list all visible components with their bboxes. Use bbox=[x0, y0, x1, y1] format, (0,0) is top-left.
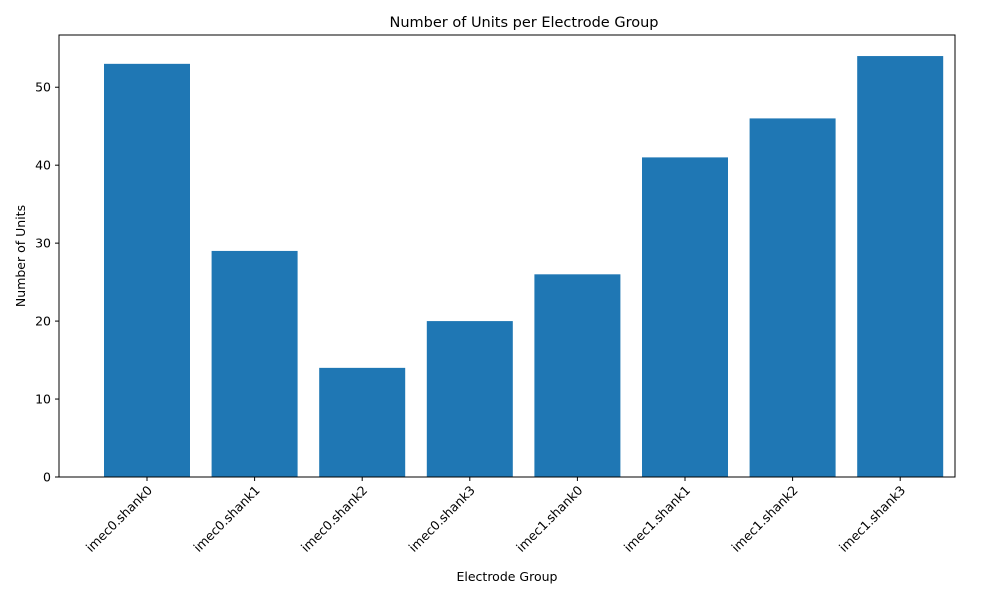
x-tick-label: imec1.shank3 bbox=[836, 483, 908, 555]
bar-imec0.shank0 bbox=[104, 63, 190, 478]
x-tick-label: imec0.shank0 bbox=[83, 482, 155, 554]
bar-imec1.shank2 bbox=[749, 118, 836, 477]
chart-title: Number of Units per Electrode Group bbox=[390, 15, 659, 31]
y-tick-label: 20 bbox=[35, 314, 51, 329]
y-tick-label: 40 bbox=[35, 158, 51, 173]
x-tick-label: imec1.shank0 bbox=[513, 482, 585, 554]
bar-imec1.shank0 bbox=[534, 274, 621, 477]
bar-imec0.shank1 bbox=[211, 250, 298, 477]
x-tick-label: imec0.shank2 bbox=[298, 483, 370, 555]
bar-imec0.shank3 bbox=[426, 321, 513, 477]
bar-imec1.shank3 bbox=[857, 56, 944, 478]
y-tick-label: 10 bbox=[35, 392, 51, 407]
x-axis-label: Electrode Group bbox=[456, 569, 557, 584]
bars-group bbox=[104, 56, 944, 478]
plot-frame bbox=[58, 34, 956, 478]
x-tick-label: imec0.shank1 bbox=[190, 483, 262, 555]
y-tick-label: 50 bbox=[35, 80, 51, 95]
x-tick-label: imec1.shank2 bbox=[728, 483, 800, 555]
y-axis-ticks: 0 10 20 30 40 50 bbox=[35, 80, 59, 485]
x-tick-label: imec1.shank1 bbox=[621, 483, 693, 555]
x-axis-ticks: imec0.shank0 imec0.shank1 imec0.shank2 imec… bbox=[83, 477, 908, 555]
y-axis-label: Number of Units bbox=[13, 205, 28, 307]
x-tick-label: imec0.shank3 bbox=[406, 483, 478, 555]
y-tick-label: 30 bbox=[35, 236, 51, 251]
y-tick-label: 0 bbox=[43, 470, 51, 485]
bar-imec1.shank1 bbox=[642, 157, 728, 477]
bar-imec0.shank2 bbox=[319, 367, 406, 477]
